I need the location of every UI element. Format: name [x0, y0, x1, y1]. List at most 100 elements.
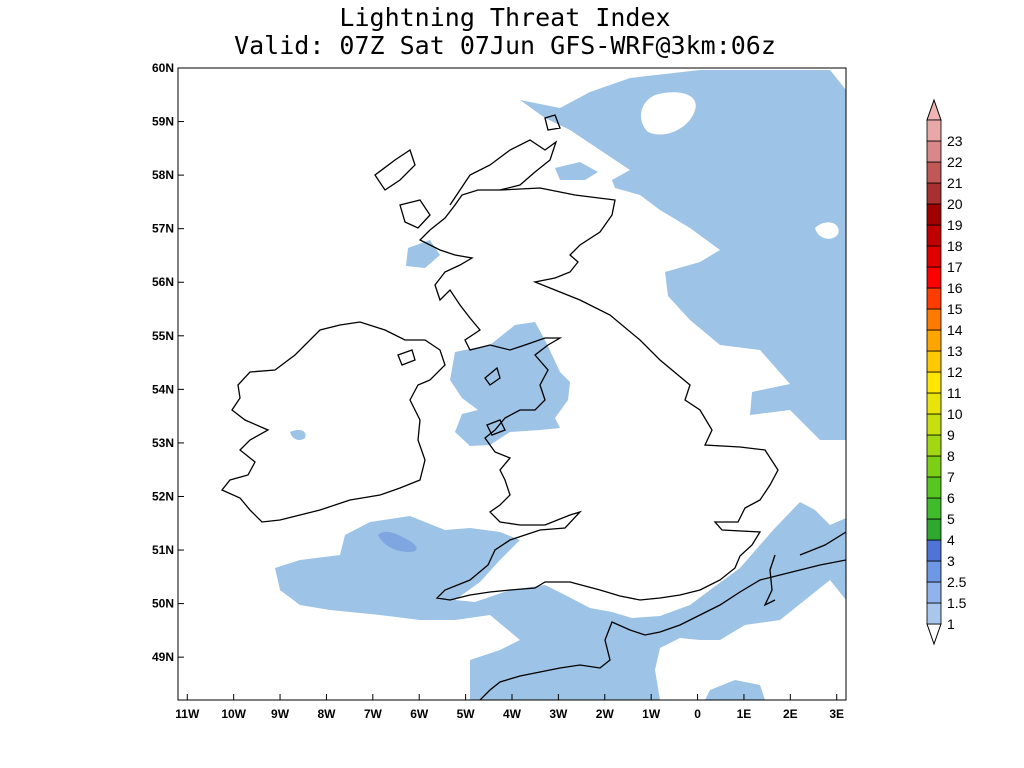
lat-tick-label: 60N [152, 61, 174, 75]
lat-tick-label: 51N [152, 543, 174, 557]
colorbar-swatch [926, 182, 942, 205]
longitude-axis: 11W 10W 9W 8W 7W 6W 5W 4W 3W 2W 1W 0 1E 2E 3E [175, 694, 844, 721]
colorbar-swatch [926, 371, 942, 394]
colorbar-swatch [926, 308, 942, 331]
lon-tick-label: 8W [317, 707, 336, 721]
colorbar-label: 22 [947, 154, 963, 170]
lat-tick-label: 50N [152, 597, 174, 611]
colorbar-swatch [926, 140, 942, 163]
threat-clear-norway [640, 92, 696, 135]
lon-tick-label: 6W [410, 707, 429, 721]
colorbar-label: 5 [947, 511, 955, 527]
threat-area-hebrides [406, 240, 440, 268]
chart-subtitle: Valid: 07Z Sat 07Jun GFS-WRF@3km:06z [234, 31, 776, 60]
coast-lough-neagh [397, 349, 416, 366]
lon-tick-label: 7W [364, 707, 383, 721]
lat-tick-label: 53N [152, 436, 174, 450]
lat-tick-label: 58N [152, 168, 174, 182]
colorbar-swatch [926, 476, 942, 499]
lat-tick-label: 52N [152, 489, 174, 503]
colorbar-swatch [926, 413, 942, 436]
colorbar-swatch [926, 224, 942, 247]
colorbar-label: 2.5 [947, 574, 967, 590]
lon-tick-label: 1E [737, 707, 752, 721]
coast-france [479, 559, 846, 700]
threat-area-north-sea [520, 70, 846, 440]
lon-tick-label: 4W [503, 707, 522, 721]
colorbar-swatch [926, 581, 942, 604]
threat-area-moray [555, 162, 598, 180]
colorbar-label: 16 [947, 280, 963, 296]
colorbar-label: 19 [947, 217, 963, 233]
coast-ireland [220, 321, 446, 523]
colorbar-label: 8 [947, 448, 955, 464]
border-belgium-nl [799, 531, 846, 556]
threat-area-moderate [378, 531, 417, 552]
colorbar-swatch [926, 119, 942, 142]
colorbar-label: 9 [947, 427, 955, 443]
colorbar-swatch [926, 497, 942, 520]
lat-tick-label: 54N [152, 382, 174, 396]
coast-great-britain [418, 187, 779, 601]
lon-tick-label: 2E [783, 707, 798, 721]
colorbar-label: 14 [947, 322, 963, 338]
colorbar: 1 1.5 2.5 3 4 5 6 7 8 9 10 11 12 13 14 15 16 17 18 19 20 21 22… [926, 98, 967, 646]
colorbar-swatch [926, 539, 942, 562]
border-france-belgium [763, 554, 776, 607]
colorbar-swatch [926, 245, 942, 268]
colorbar-over-arrow [926, 98, 942, 121]
coast-north-scotland [449, 139, 558, 206]
lon-tick-label: 5W [457, 707, 476, 721]
coast-skye [399, 199, 431, 229]
colorbar-label: 1 [947, 616, 955, 632]
colorbar-label: 18 [947, 238, 963, 254]
colorbar-label: 20 [947, 196, 963, 212]
coastline-layer [220, 114, 846, 700]
colorbar-label: 11 [947, 385, 962, 401]
colorbar-label: 21 [947, 175, 963, 191]
threat-clear-spot [815, 222, 839, 239]
coast-orkney [544, 114, 561, 131]
colorbar-swatch [926, 350, 942, 373]
colorbar-label: 10 [947, 406, 963, 422]
lat-tick-label: 56N [152, 275, 174, 289]
colorbar-swatch [926, 518, 942, 541]
lon-tick-label: 11W [175, 707, 200, 721]
threat-area-channel [275, 502, 846, 700]
lon-tick-label: 10W [221, 707, 246, 721]
lon-tick-label: 2W [596, 707, 615, 721]
colorbar-under-arrow [926, 623, 942, 646]
colorbar-label: 7 [947, 469, 955, 485]
lat-tick-label: 49N [152, 650, 174, 664]
colorbar-swatch [926, 161, 942, 184]
colorbar-label: 23 [947, 133, 963, 149]
colorbar-swatch [926, 329, 942, 352]
coast-hebrides [374, 148, 416, 191]
colorbar-label: 12 [947, 364, 963, 380]
threat-area-irish-sea [450, 322, 570, 446]
colorbar-label: 13 [947, 343, 963, 359]
lon-tick-label: 3E [829, 707, 844, 721]
coast-anglesey [486, 419, 506, 436]
colorbar-label: 3 [947, 553, 955, 569]
colorbar-swatch [926, 266, 942, 289]
lon-tick-label: 1W [642, 707, 661, 721]
colorbar-swatch [926, 434, 942, 457]
colorbar-swatch [926, 287, 942, 310]
lon-tick-label: 3W [549, 707, 568, 721]
colorbar-label: 6 [947, 490, 955, 506]
colorbar-label: 4 [947, 532, 955, 548]
lon-tick-label: 0 [694, 707, 701, 721]
lat-tick-label: 57N [152, 222, 174, 236]
latitude-axis: 60N 59N 58N 57N 56N 55N 54N 53N 52N 51N 50N 49N [152, 61, 184, 664]
lat-tick-label: 59N [152, 115, 174, 129]
colorbar-swatch [926, 602, 942, 625]
coast-isle-of-man [484, 366, 501, 386]
chart-title: Lightning Threat Index [339, 3, 671, 32]
threat-fill-layer [275, 70, 846, 700]
lat-tick-label: 55N [152, 329, 174, 343]
colorbar-label: 1.5 [947, 595, 967, 611]
colorbar-label: 17 [947, 259, 963, 275]
colorbar-swatch [926, 392, 942, 415]
